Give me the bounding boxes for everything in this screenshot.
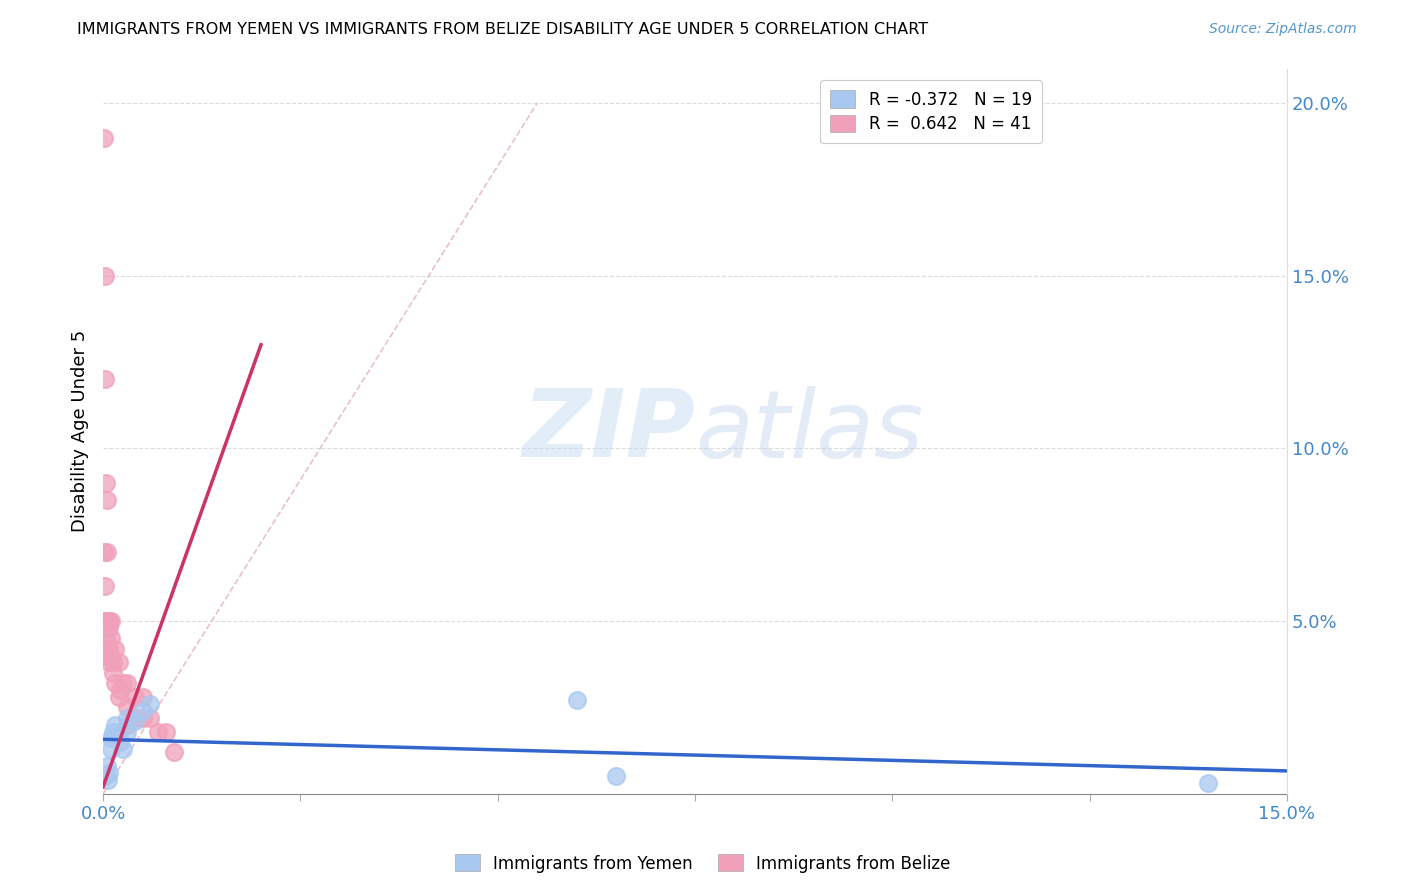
Point xyxy=(111,676,134,690)
Point xyxy=(605,769,627,783)
Text: Source: ZipAtlas.com: Source: ZipAtlas.com xyxy=(1209,22,1357,37)
Point xyxy=(100,614,122,628)
Point xyxy=(131,690,153,704)
Point xyxy=(155,724,177,739)
Point xyxy=(115,711,138,725)
Point xyxy=(100,648,122,663)
Point xyxy=(97,772,120,787)
Point xyxy=(110,683,132,698)
Point xyxy=(94,769,117,783)
Point xyxy=(148,724,170,739)
Text: ZIP: ZIP xyxy=(522,385,695,477)
Legend: Immigrants from Yemen, Immigrants from Belize: Immigrants from Yemen, Immigrants from B… xyxy=(449,847,957,880)
Legend: R = -0.372   N = 19, R =  0.642   N = 41: R = -0.372 N = 19, R = 0.642 N = 41 xyxy=(821,80,1042,144)
Point xyxy=(124,711,146,725)
Point xyxy=(103,665,125,680)
Text: atlas: atlas xyxy=(695,385,924,476)
Point xyxy=(100,741,122,756)
Point xyxy=(108,690,131,704)
Point xyxy=(100,731,122,746)
Point xyxy=(98,766,121,780)
Point xyxy=(124,690,146,704)
Point xyxy=(115,700,138,714)
Point xyxy=(94,648,117,663)
Point xyxy=(97,614,120,628)
Text: IMMIGRANTS FROM YEMEN VS IMMIGRANTS FROM BELIZE DISABILITY AGE UNDER 5 CORRELATI: IMMIGRANTS FROM YEMEN VS IMMIGRANTS FROM… xyxy=(77,22,928,37)
Point xyxy=(139,711,162,725)
Point xyxy=(131,704,153,718)
Point xyxy=(124,714,146,728)
Point xyxy=(93,130,115,145)
Point xyxy=(104,717,127,731)
Point xyxy=(104,676,127,690)
Point xyxy=(110,735,132,749)
Point xyxy=(98,641,121,656)
Point xyxy=(108,728,131,742)
Point xyxy=(97,656,120,670)
Point xyxy=(98,614,121,628)
Point xyxy=(131,711,153,725)
Point xyxy=(93,545,115,559)
Point xyxy=(101,656,124,670)
Point xyxy=(108,656,131,670)
Point xyxy=(1197,776,1219,790)
Point xyxy=(96,759,118,773)
Point xyxy=(97,621,120,635)
Y-axis label: Disability Age Under 5: Disability Age Under 5 xyxy=(72,330,89,533)
Point xyxy=(96,493,118,508)
Point xyxy=(93,268,115,283)
Point xyxy=(96,475,118,490)
Point xyxy=(98,648,121,663)
Point xyxy=(163,745,186,759)
Point xyxy=(100,632,122,646)
Point xyxy=(96,614,118,628)
Point xyxy=(565,693,588,707)
Point xyxy=(104,641,127,656)
Point xyxy=(94,372,117,386)
Point xyxy=(115,717,138,731)
Point xyxy=(93,579,115,593)
Point xyxy=(101,724,124,739)
Point xyxy=(97,648,120,663)
Point xyxy=(115,676,138,690)
Point xyxy=(111,741,134,756)
Point xyxy=(94,614,117,628)
Point xyxy=(139,697,162,711)
Point xyxy=(96,632,118,646)
Point xyxy=(96,545,118,559)
Point xyxy=(115,724,138,739)
